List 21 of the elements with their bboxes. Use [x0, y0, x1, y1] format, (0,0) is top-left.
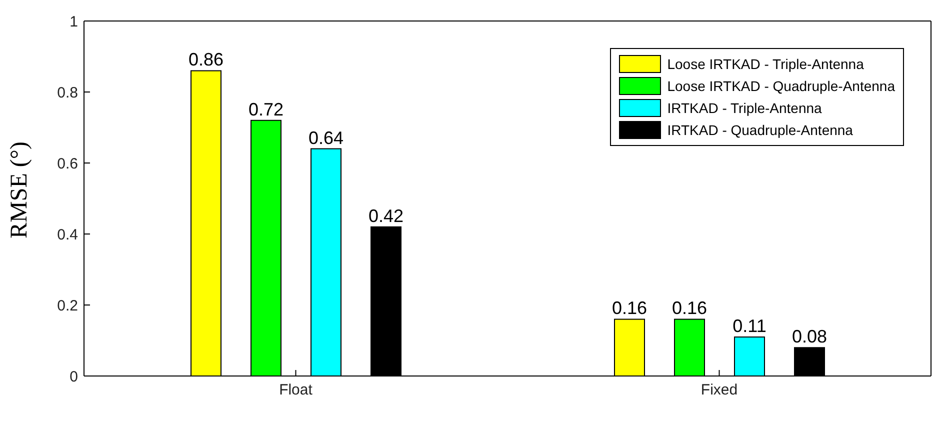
data-label: 0.16 [672, 298, 708, 318]
data-label: 0.72 [248, 99, 284, 120]
x-tick-label: Fixed [700, 382, 738, 399]
y-tick-label: 1 [70, 13, 78, 30]
y-axis-title: RMSE (°) [6, 142, 33, 238]
y-tick-label: 0.6 [57, 155, 78, 172]
data-label: 0.08 [792, 326, 828, 347]
y-tick-label: 0.8 [57, 84, 78, 102]
legend-label: Loose IRTKAD - Triple-Antenna [667, 56, 864, 72]
data-label: 0.11 [732, 316, 766, 336]
data-label: 0.64 [308, 128, 344, 148]
data-label: 0.86 [188, 50, 224, 70]
legend-label: IRTKAD - Triple-Antenna [667, 100, 822, 116]
legend-label: IRTKAD - Quadruple-Antenna [667, 122, 853, 138]
x-tick-label: Float [279, 382, 314, 399]
legend-label: Loose IRTKAD - Quadruple-Antenna [667, 78, 895, 94]
y-tick-label: 0 [70, 368, 78, 386]
y-tick-label: 0.2 [57, 297, 78, 314]
data-label: 0.16 [612, 298, 648, 318]
y-tick-label: 0.4 [57, 226, 78, 244]
data-label: 0.42 [368, 206, 404, 226]
